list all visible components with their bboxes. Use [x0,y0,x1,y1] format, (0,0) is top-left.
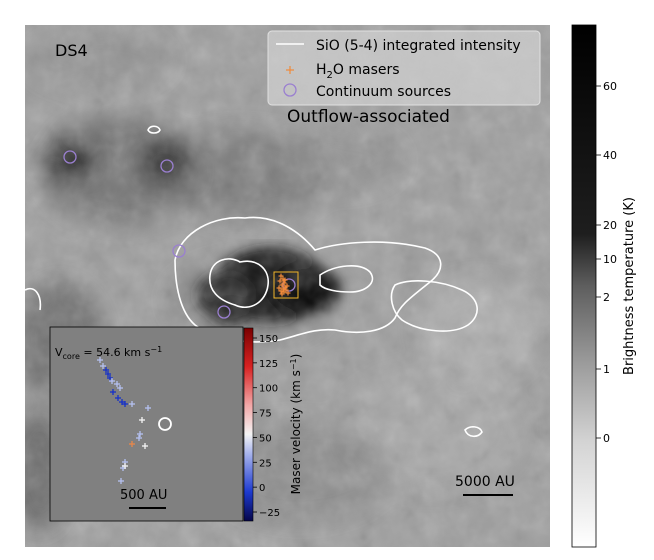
velocity-tick-label: 25 [259,458,272,469]
inset-maser-marker [110,389,116,395]
maser-marker [279,291,285,297]
velocity-tick-label: 125 [259,359,278,370]
inset-maser-marker [114,381,120,387]
velocity-tick-label: −25 [259,508,280,519]
maser-region-box [273,271,299,299]
maser-marker [276,285,282,291]
inset-vcore-label: Vcore = 54.6 km s−1 [55,345,162,361]
inset-maser-marker [109,378,115,384]
brightness-tick-label: 10 [603,253,617,266]
brightness-colorbar-label: Brightness temperature (K) [622,197,637,375]
inset-continuum-source [158,417,172,431]
inset-maser-marker [100,363,106,369]
maser-marker [277,278,283,284]
continuum-source [160,159,174,173]
maser-marker [278,273,284,279]
velocity-tick-label: 150 [259,334,278,345]
legend-label-sio: SiO (5-4) integrated intensity [316,38,521,54]
maser-marker [279,282,285,288]
maser-markers [276,273,291,297]
inset-maser-marker [136,435,142,441]
velocity-tick-label: 50 [259,433,272,444]
brightness-tick-label: 40 [603,149,617,162]
continuum-source [217,305,231,319]
inset-maser-marker [129,401,135,407]
inset-maser-marker [129,441,135,447]
legend-box [267,30,541,106]
inset-scalebar-label: 500 AU [120,488,167,503]
legend-plus-icon [286,66,294,74]
inset-panel: Vcore = 54.6 km s−1 500 AU 150 125 100 75 50… [49,326,303,522]
panel-subtitle: Outflow-associated [287,107,450,127]
inset-maser-marker [145,405,151,411]
inset-maser-marker [117,385,123,391]
brightness-tick-label: 1 [603,363,610,376]
velocity-colorbar-label: Maser velocity (km s−1) [289,354,303,495]
inset-background [49,326,244,522]
continuum-source [63,150,77,164]
inset-maser-marker [97,357,103,363]
inset-maser-marker [118,478,124,484]
inset-maser-marker [105,371,111,377]
legend: SiO (5-4) integrated intensity H2O maser… [267,30,541,106]
maser-marker [282,277,288,283]
brightness-tick-label: 60 [603,80,617,93]
velocity-tick-label: 100 [259,384,278,395]
legend-label-continuum: Continuum sources [316,84,451,100]
velocity-tick-label: 75 [259,409,272,420]
panel-label: DS4 [55,41,88,60]
maser-marker [285,290,291,296]
main-scalebar-label: 5000 AU [455,474,515,490]
inset-maser-marker [103,367,109,373]
inset-maser-marker [115,395,121,401]
brightness-tick-label: 0 [603,432,610,445]
inset-maser-marker [122,401,128,407]
inset-maser-marker [137,431,143,437]
legend-label-masers: H2O masers [316,62,400,81]
velocity-colorbar-ticks: 150 125 100 75 50 25 0 −25 [253,334,280,519]
inset-maser-markers [97,357,151,484]
inset-maser-marker [139,417,145,423]
maser-marker [278,288,284,294]
velocity-colorbar [243,327,254,522]
legend-circle-icon [283,83,297,97]
continuum-source [172,244,186,258]
brightness-colorbar [571,24,597,548]
brightness-tick-label: 2 [603,291,610,304]
brightness-tick-label: 20 [603,219,617,232]
maser-marker [284,283,290,289]
inset-maser-marker [122,463,128,469]
inset-maser-marker [142,443,148,449]
velocity-tick-label: 0 [259,483,265,494]
